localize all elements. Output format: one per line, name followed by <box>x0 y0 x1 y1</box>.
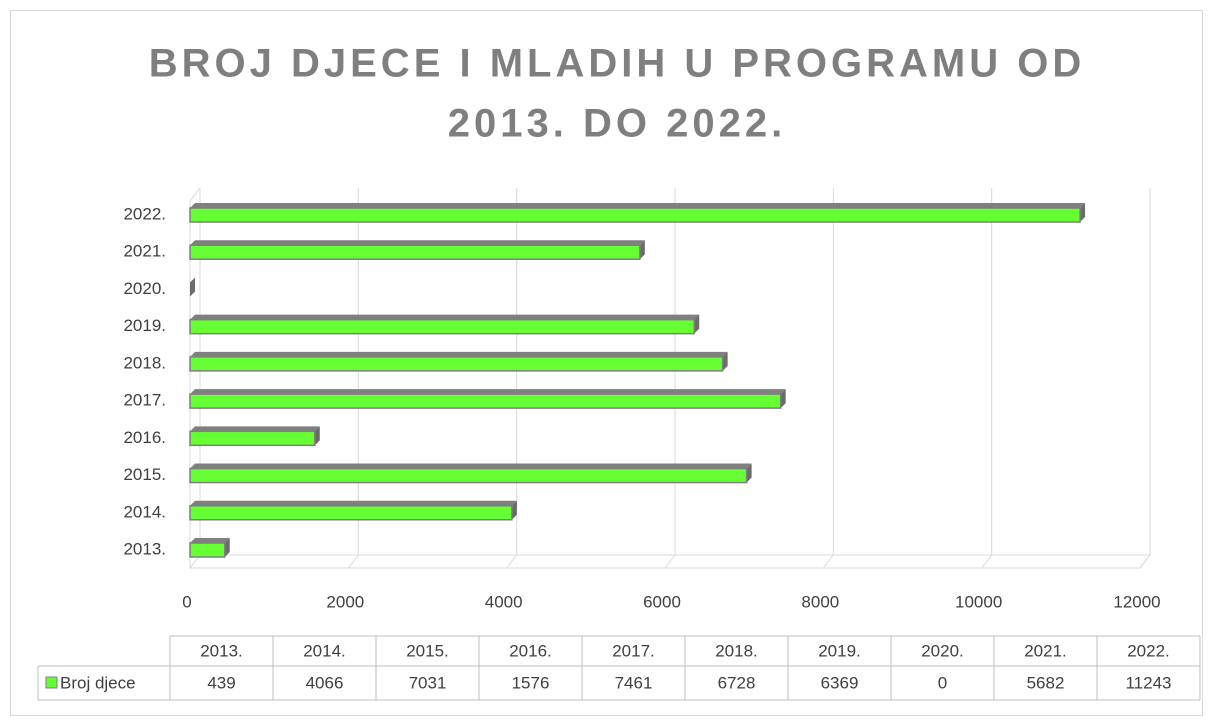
grid-line <box>347 554 359 569</box>
bar-front <box>189 393 782 409</box>
table-value: 7461 <box>615 673 653 692</box>
bar-side <box>639 240 645 260</box>
table-header: 2018. <box>715 641 758 660</box>
table-value: 1576 <box>512 673 550 692</box>
bar <box>189 314 700 335</box>
y-tick-label: 2015. <box>123 465 166 484</box>
bar-top <box>190 203 1086 208</box>
bar-side <box>722 351 728 371</box>
bar-top <box>190 500 517 506</box>
chart-title: 2013. DO 2022. <box>448 102 786 146</box>
bar-top <box>190 538 230 543</box>
bar <box>189 538 230 558</box>
bar-front <box>189 356 724 372</box>
bar-front <box>189 542 226 558</box>
bar-side <box>224 538 230 557</box>
bar-front <box>189 467 748 484</box>
y-tick-label: 2021. <box>123 242 166 261</box>
y-tick-label: 2020. <box>123 279 166 298</box>
table-header: 2015. <box>406 641 449 660</box>
legend-swatch <box>45 676 58 689</box>
bar <box>189 426 320 447</box>
bar <box>189 500 517 521</box>
x-tick-label: 12000 <box>1113 592 1160 611</box>
y-tick-label: 2016. <box>123 428 166 447</box>
table-value: 0 <box>938 673 947 692</box>
table-header: 2013. <box>200 641 243 660</box>
bar <box>189 351 728 372</box>
table-value: 7031 <box>409 673 447 692</box>
table-header: 2021. <box>1024 641 1067 660</box>
table-header: 2019. <box>818 641 861 660</box>
bar-top <box>190 351 728 357</box>
table-value: 5682 <box>1027 673 1065 692</box>
table-value: 11243 <box>1125 673 1171 692</box>
table-value: 6369 <box>821 673 859 692</box>
y-tick-label: 2019. <box>123 316 166 335</box>
bar-side <box>511 500 517 520</box>
grid-line <box>664 554 676 569</box>
bar-top <box>190 240 645 246</box>
y-tick-label: 2014. <box>123 502 166 521</box>
x-tick-label: 0 <box>182 592 191 611</box>
bar-front <box>189 207 1081 223</box>
grid-line <box>1139 554 1151 569</box>
table-value: 439 <box>207 673 235 692</box>
table-value: 6728 <box>718 673 756 692</box>
bar <box>189 240 645 260</box>
table-header: 2020. <box>921 641 964 660</box>
bar-top <box>190 463 752 469</box>
table-header: 2017. <box>612 641 655 660</box>
x-tick-label: 8000 <box>801 592 839 611</box>
x-tick-label: 10000 <box>955 592 1002 611</box>
bar-front <box>189 505 513 521</box>
legend-label: Broj djece <box>60 673 136 692</box>
table-header: 2022. <box>1127 641 1170 660</box>
bar-side <box>746 463 752 483</box>
x-tick-label: 6000 <box>643 592 681 611</box>
bar <box>189 203 1086 223</box>
y-tick-label: 2018. <box>123 353 166 372</box>
bar <box>189 463 752 484</box>
y-tick-label: 2017. <box>123 391 166 410</box>
bar-top <box>190 426 320 432</box>
table-value: 4066 <box>306 673 344 692</box>
bar-side <box>190 277 195 297</box>
bar <box>190 277 195 297</box>
bar-side <box>1080 203 1086 222</box>
bar-side <box>314 426 320 446</box>
bar-top <box>190 314 700 320</box>
bar-side <box>780 389 786 409</box>
chart-title: BROJ DJECE I MLADIH U PROGRAMU OD <box>149 42 1086 86</box>
table-header: 2014. <box>303 641 346 660</box>
bar-front <box>189 430 316 447</box>
x-tick-label: 4000 <box>485 592 523 611</box>
grid-line <box>506 554 518 569</box>
bar-top <box>190 389 786 395</box>
bar <box>189 389 786 409</box>
grid-line <box>981 554 993 569</box>
bar-side <box>694 314 700 334</box>
y-tick-label: 2022. <box>123 204 166 223</box>
bar-front <box>189 318 695 335</box>
side-wall <box>189 187 201 202</box>
bar-front <box>189 244 641 260</box>
x-tick-label: 2000 <box>326 592 364 611</box>
grid-line <box>822 554 834 569</box>
table-header: 2016. <box>509 641 552 660</box>
y-tick-label: 2013. <box>123 539 166 558</box>
